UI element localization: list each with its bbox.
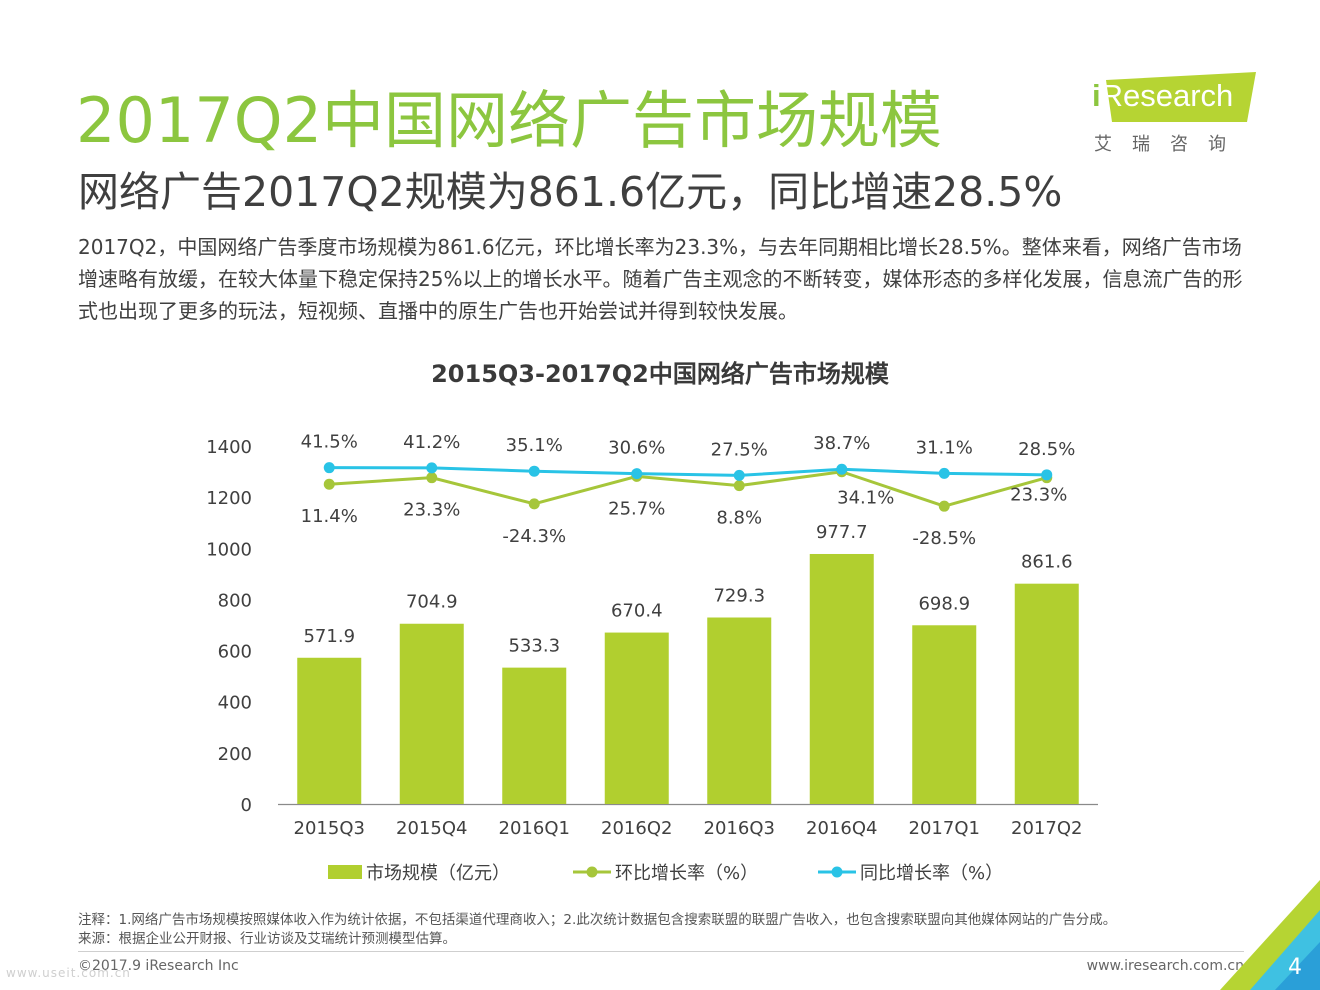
x-tick-label: 2016Q3: [704, 818, 775, 839]
y-tick-label: 400: [218, 693, 252, 714]
yoy-growth-label: 41.2%: [403, 432, 460, 453]
mom-growth-line: [329, 470, 1048, 508]
yoy-growth-point: [836, 463, 848, 475]
page-number: 4: [1288, 955, 1302, 980]
mom-growth-label: 25.7%: [608, 498, 665, 519]
yoy-growth-point: [323, 462, 335, 474]
x-tick-label: 2015Q4: [396, 818, 467, 839]
footnote-source: 来源：根据企业公开财报、行业访谈及艾瑞统计预测模型估算。: [78, 931, 456, 947]
yoy-growth-label: 27.5%: [711, 439, 768, 460]
yoy-growth-point: [733, 469, 745, 481]
bar-2016Q1: [502, 667, 567, 804]
chart-title: 2015Q3-2017Q2中国网络广告市场规模: [431, 360, 889, 388]
x-tick-label: 2016Q4: [806, 818, 877, 839]
page-title: 2017Q2中国网络广告市场规模: [76, 84, 943, 157]
mom-growth-point: [528, 498, 540, 510]
yoy-growth-point: [1041, 469, 1053, 481]
mom-growth-label: 23.3%: [403, 500, 460, 521]
x-tick-label: 2017Q2: [1011, 818, 1082, 839]
legend-mom-growth-label: 环比增长率（%）: [615, 863, 758, 884]
yoy-growth-label: 28.5%: [1018, 439, 1075, 460]
y-tick-label: 800: [218, 590, 252, 611]
corner-decoration: [1220, 880, 1320, 990]
page-subtitle: 网络广告2017Q2规模为861.6亿元，同比增速28.5%: [78, 168, 1063, 216]
mom-growth-label: 8.8%: [716, 508, 762, 529]
bar-2016Q2: [604, 632, 669, 804]
logo-i: i: [1092, 78, 1101, 113]
x-tick-label: 2016Q1: [499, 818, 570, 839]
yoy-growth-point: [426, 462, 438, 474]
y-tick-label: 200: [218, 744, 252, 765]
mom-growth-point: [938, 500, 950, 512]
bar-2017Q1: [912, 625, 977, 804]
bar-2016Q4: [809, 553, 874, 804]
watermark: www.useit.com.cn: [6, 966, 131, 980]
x-tick-label: 2017Q1: [909, 818, 980, 839]
legend-yoy-growth-label: 同比增长率（%）: [860, 863, 1003, 884]
bar-value-label: 729.3: [713, 586, 765, 607]
yoy-growth-label: 31.1%: [916, 437, 973, 458]
mom-growth-point: [733, 480, 745, 492]
yoy-growth-label: 38.7%: [813, 433, 870, 454]
mom-growth-label: -24.3%: [502, 526, 566, 547]
bar-value-label: 704.9: [406, 592, 458, 613]
website-url: www.iresearch.com.cn: [1086, 958, 1244, 974]
bar-value-label: 861.6: [1021, 552, 1073, 573]
bar-value-label: 533.3: [508, 636, 560, 657]
mom-growth-point: [426, 472, 438, 484]
bar-value-label: 977.7: [816, 522, 868, 543]
bar-2015Q3: [297, 657, 362, 804]
bar-2015Q4: [399, 623, 464, 804]
legend-yoy-growth-swatch-dot: [831, 866, 843, 878]
iresearch-logo: iResearch 艾瑞咨询: [1088, 70, 1258, 155]
logo-wordmark: iResearch: [1092, 78, 1233, 114]
legend-mom-growth-swatch-dot: [586, 866, 598, 878]
y-tick-label: 1000: [206, 539, 252, 560]
bar-value-label: 670.4: [611, 601, 663, 622]
bar-2017Q2: [1014, 583, 1079, 804]
bar-value-label: 571.9: [303, 626, 355, 647]
footnote-1: 注释：1.网络广告市场规模按照媒体收入作为统计依据，不包括渠道代理商收入；2.此…: [78, 912, 1117, 928]
logo-flag-shape: [1106, 72, 1256, 122]
summary-paragraph: 2017Q2，中国网络广告季度市场规模为861.6亿元，环比增长率为23.3%，…: [78, 235, 1243, 323]
mom-growth-label: 23.3%: [1010, 485, 1067, 506]
mom-growth-label: 11.4%: [301, 506, 358, 527]
yoy-growth-point: [528, 465, 540, 477]
y-tick-label: 0: [241, 795, 252, 816]
yoy-growth-line: [329, 466, 1047, 477]
legend-market-size-swatch: [328, 865, 362, 879]
legend-market-size-label: 市场规模（亿元）: [366, 863, 510, 884]
yoy-growth-point: [631, 468, 643, 480]
mom-growth-label: 34.1%: [837, 488, 894, 509]
mom-growth-label: -28.5%: [912, 528, 976, 549]
footer-divider: [78, 951, 1244, 952]
bar-value-label: 698.9: [918, 593, 970, 614]
logo-chinese: 艾瑞咨询: [1094, 134, 1246, 155]
bar-2016Q3: [707, 617, 772, 804]
x-tick-label: 2016Q2: [601, 818, 672, 839]
yoy-growth-label: 41.5%: [301, 432, 358, 453]
logo-research: Research: [1100, 78, 1234, 113]
x-tick-label: 2015Q3: [294, 818, 365, 839]
mom-growth-point: [323, 478, 335, 490]
footnotes: 注释：1.网络广告市场规模按照媒体收入作为统计依据，不包括渠道代理商收入；2.此…: [78, 911, 1116, 949]
yoy-growth-label: 35.1%: [506, 435, 563, 456]
yoy-growth-label: 30.6%: [608, 438, 665, 459]
y-tick-label: 1400: [206, 437, 252, 458]
yoy-growth-point: [938, 467, 950, 479]
y-tick-label: 1200: [206, 488, 252, 509]
y-tick-label: 600: [218, 642, 252, 663]
copyright: ©2017.9 iResearch Inc: [78, 958, 239, 974]
